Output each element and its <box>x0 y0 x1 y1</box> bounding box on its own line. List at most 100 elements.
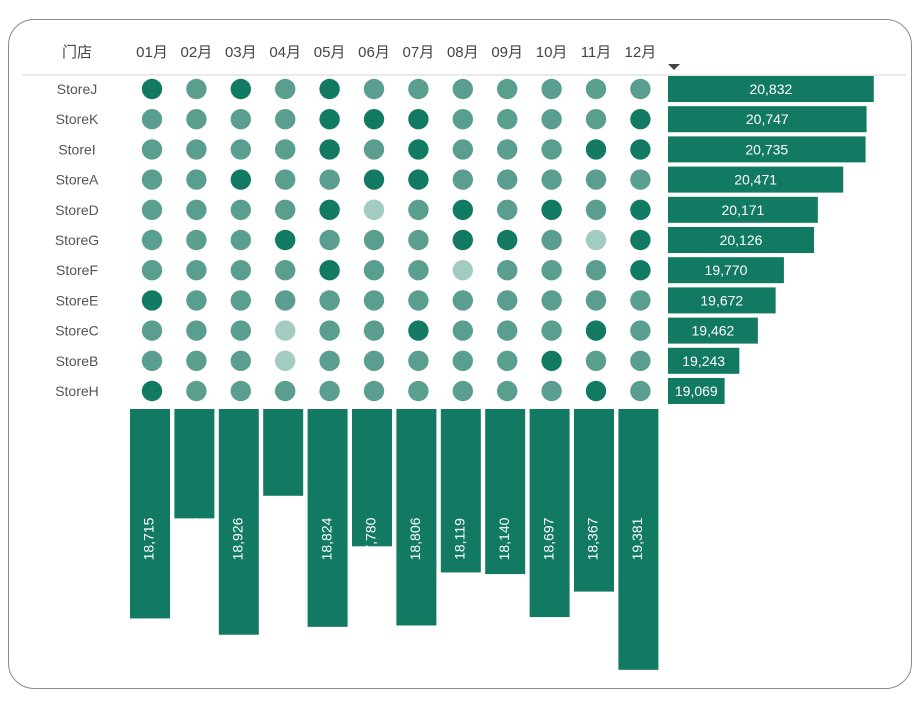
matrix-dot[interactable] <box>186 109 207 130</box>
matrix-dot[interactable] <box>541 229 562 251</box>
matrix-dot[interactable] <box>585 260 607 281</box>
matrix-dot[interactable] <box>585 320 607 341</box>
matrix-dot[interactable] <box>230 78 251 100</box>
matrix-dot[interactable] <box>275 229 296 251</box>
matrix-dot[interactable] <box>452 199 473 220</box>
month-total-bar[interactable] <box>618 409 659 670</box>
matrix-dot[interactable] <box>363 109 385 130</box>
matrix-dot[interactable] <box>408 260 429 281</box>
matrix-dot[interactable] <box>497 350 518 371</box>
matrix-dot[interactable] <box>630 260 651 281</box>
matrix-dot[interactable] <box>630 78 651 100</box>
matrix-dot[interactable] <box>630 380 651 402</box>
month-header[interactable]: 04月 <box>269 44 301 61</box>
month-total-bar[interactable] <box>307 409 348 627</box>
matrix-dot[interactable] <box>230 139 251 160</box>
month-total-bar[interactable] <box>574 409 614 592</box>
matrix-dot[interactable] <box>141 169 163 190</box>
matrix-dot[interactable] <box>319 78 340 100</box>
matrix-dot[interactable] <box>141 260 163 281</box>
month-header[interactable]: 08月 <box>447 44 479 61</box>
chevron-down-icon[interactable] <box>668 64 680 70</box>
matrix-dot[interactable] <box>363 199 385 220</box>
matrix-dot[interactable] <box>541 320 562 341</box>
store-total-bar[interactable] <box>668 76 874 102</box>
matrix-dot[interactable] <box>230 109 251 130</box>
matrix-dot[interactable] <box>363 260 385 281</box>
matrix-dot[interactable] <box>452 169 473 190</box>
matrix-dot[interactable] <box>452 290 473 311</box>
matrix-dot[interactable] <box>319 260 340 281</box>
matrix-dot[interactable] <box>497 320 518 341</box>
month-header[interactable]: 07月 <box>403 44 435 61</box>
matrix-dot[interactable] <box>363 78 385 100</box>
matrix-dot[interactable] <box>186 199 207 220</box>
matrix-dot[interactable] <box>230 380 251 402</box>
matrix-dot[interactable] <box>230 229 251 251</box>
matrix-dot[interactable] <box>230 199 251 220</box>
matrix-dot[interactable] <box>497 290 518 311</box>
matrix-dot[interactable] <box>186 350 207 371</box>
matrix-dot[interactable] <box>585 199 607 220</box>
matrix-dot[interactable] <box>408 290 429 311</box>
month-total-bar[interactable] <box>529 409 570 618</box>
month-header[interactable]: 09月 <box>491 44 523 61</box>
matrix-dot[interactable] <box>275 260 296 281</box>
matrix-dot[interactable] <box>275 320 296 341</box>
store-total-bar[interactable] <box>668 227 815 253</box>
matrix-dot[interactable] <box>319 290 340 311</box>
month-header[interactable]: 02月 <box>181 44 213 61</box>
store-column-header[interactable]: 门店 <box>62 44 92 61</box>
matrix-dot[interactable] <box>141 229 163 251</box>
matrix-dot[interactable] <box>541 260 562 281</box>
month-header[interactable]: 12月 <box>625 44 657 61</box>
matrix-dot[interactable] <box>541 290 562 311</box>
matrix-dot[interactable] <box>408 78 429 100</box>
month-total-bar[interactable] <box>263 409 304 496</box>
matrix-dot[interactable] <box>363 290 385 311</box>
matrix-dot[interactable] <box>186 260 207 281</box>
month-header[interactable]: 10月 <box>536 44 568 61</box>
matrix-dot[interactable] <box>497 78 518 100</box>
matrix-dot[interactable] <box>230 350 251 371</box>
matrix-dot[interactable] <box>141 139 163 160</box>
matrix-dot[interactable] <box>363 350 385 371</box>
matrix-dot[interactable] <box>319 199 340 220</box>
store-total-bar[interactable] <box>668 287 776 314</box>
month-header[interactable]: 11月 <box>581 44 612 61</box>
matrix-dot[interactable] <box>319 350 340 371</box>
month-header[interactable]: 03月 <box>225 44 257 61</box>
matrix-dot[interactable] <box>275 380 296 402</box>
matrix-dot[interactable] <box>630 350 651 371</box>
month-header[interactable]: 06月 <box>358 44 390 61</box>
matrix-dot[interactable] <box>408 139 429 160</box>
matrix-dot[interactable] <box>363 380 385 402</box>
month-total-bar[interactable] <box>485 409 526 575</box>
matrix-dot[interactable] <box>497 380 518 402</box>
matrix-dot[interactable] <box>497 139 518 160</box>
matrix-dot[interactable] <box>541 350 562 371</box>
matrix-dot[interactable] <box>319 109 340 130</box>
store-total-bar[interactable] <box>668 317 758 344</box>
matrix-dot[interactable] <box>585 109 607 130</box>
matrix-dot[interactable] <box>497 260 518 281</box>
matrix-dot[interactable] <box>275 169 296 190</box>
matrix-dot[interactable] <box>585 229 607 251</box>
matrix-dot[interactable] <box>452 380 473 402</box>
matrix-dot[interactable] <box>452 139 473 160</box>
matrix-dot[interactable] <box>319 139 340 160</box>
matrix-dot[interactable] <box>186 169 207 190</box>
matrix-dot[interactable] <box>230 260 251 281</box>
matrix-dot[interactable] <box>363 320 385 341</box>
matrix-dot[interactable] <box>452 260 473 281</box>
matrix-dot[interactable] <box>186 139 207 160</box>
matrix-dot[interactable] <box>230 169 251 190</box>
matrix-dot[interactable] <box>541 78 562 100</box>
matrix-dot[interactable] <box>230 290 251 311</box>
matrix-dot[interactable] <box>141 290 163 311</box>
month-total-bar[interactable] <box>174 409 215 519</box>
matrix-dot[interactable] <box>452 109 473 130</box>
store-total-bar[interactable] <box>668 196 818 223</box>
matrix-dot[interactable] <box>275 78 296 100</box>
month-header[interactable]: 05月 <box>314 44 346 61</box>
